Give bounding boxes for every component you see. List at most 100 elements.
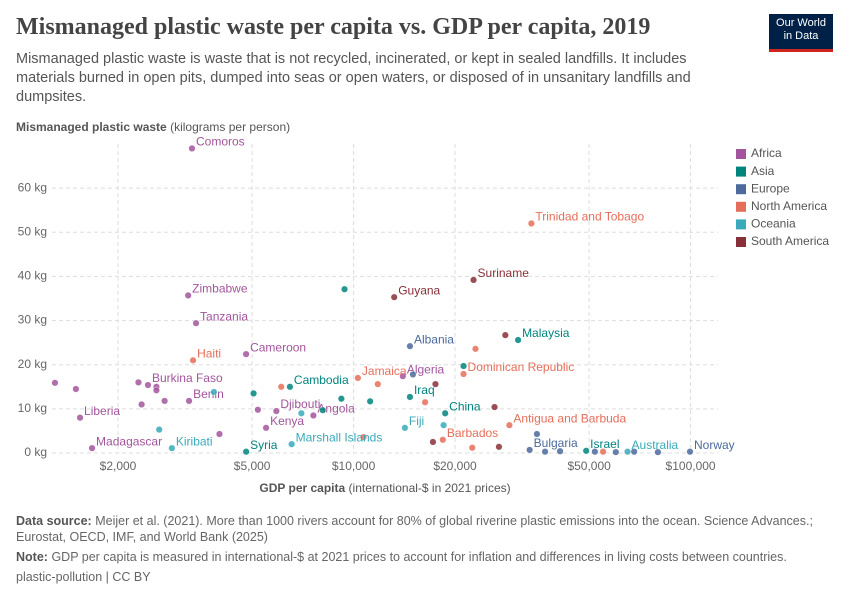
point-label: Kenya [270,414,304,428]
point [556,447,564,455]
point [491,403,499,411]
point-label: Marshall Islands [296,430,383,444]
y-tick-label: 40 kg [18,269,47,283]
point [277,383,285,391]
x-axis-title: GDP per capita (international-$ in 2021 … [259,481,510,495]
point [401,424,409,432]
point [359,433,367,441]
point-label: Guyana [398,283,440,297]
point-label: Malaysia [522,326,570,340]
point [431,380,439,388]
point [242,350,250,358]
legend-label: Europe [751,181,790,195]
point-label: Barbados [447,426,498,440]
point-label: Tanzania [200,309,248,323]
point [188,144,196,152]
point-label: Algeria [407,362,445,376]
point [599,448,607,456]
point [309,411,317,419]
legend-swatch [736,219,746,230]
point-label: Trinidad and Tobago [535,210,644,224]
point [319,406,327,414]
y-tick-label: 0 kg [24,445,47,459]
point-label: Kiribati [176,434,213,448]
point [527,219,535,227]
x-tick-label: $10,000 [332,459,376,473]
y-tick-label: 20 kg [18,357,47,371]
point [366,397,374,405]
point-label: Comoros [196,135,245,149]
point [51,379,59,387]
legend-label: Africa [751,146,782,160]
point-label: Zimbabwe [192,282,248,296]
point-label: Madagascar [96,434,162,448]
y-tick-label: 10 kg [18,401,47,415]
point [374,380,382,388]
point [288,440,296,448]
point [441,409,449,417]
source-label: Data source: [16,514,92,528]
note-label: Note: [16,550,48,564]
point [409,370,417,378]
point-label: Syria [250,438,278,452]
note: Note: GDP per capita is measured in inte… [16,549,816,565]
point [406,342,414,350]
point [185,397,193,405]
point-label: Burkina Faso [152,371,223,385]
point [399,372,407,380]
point [514,336,522,344]
logo[interactable]: Our World in Data [769,14,833,52]
point [215,430,223,438]
point-label: Norway [694,438,735,452]
point [161,397,169,405]
point-label: Fiji [409,414,424,428]
point [591,448,599,456]
point [297,409,305,417]
point [155,426,163,434]
point [272,407,280,415]
point-label: Cambodia [294,373,349,387]
chart-title: Mismanaged plastic waste per capita vs. … [16,14,651,40]
source-text: Meijer et al. (2021). More than 1000 riv… [16,514,813,544]
x-tick-label: $5,000 [234,459,271,473]
point [72,385,80,393]
point [286,383,294,391]
point [654,448,662,456]
legend-label: Asia [751,164,775,178]
point [495,443,503,451]
point [468,444,476,452]
point [134,378,142,386]
point [612,448,620,456]
point-label: Albania [414,332,454,346]
point-label: Suriname [478,266,530,280]
x-axis-label: GDP per capita [259,481,345,495]
legend-label: North America [751,199,827,213]
x-tick-label: $2,000 [100,459,137,473]
legend-swatch [736,149,746,159]
point [189,356,197,364]
logo-line: in Data [783,30,819,42]
source: Data source: Meijer et al. (2021). More … [16,513,816,545]
point [505,421,513,429]
point [354,374,362,382]
point [582,447,590,455]
point [390,293,398,301]
y-axis-title: Mismanaged plastic waste (kilograms per … [16,120,290,134]
point-label: Iraq [414,383,435,397]
logo-line: Our World [776,17,826,29]
point [262,424,270,432]
point-label: Israel [590,437,619,451]
y-axis-unit: (kilograms per person) [170,120,290,134]
point [184,291,192,299]
point [429,438,437,446]
point [471,345,479,353]
point [337,395,345,403]
point [460,362,468,370]
x-tick-label: $100,000 [666,459,716,473]
y-axis-label: Mismanaged plastic waste [16,120,167,134]
point [440,421,448,429]
point [501,331,509,339]
point [210,388,218,396]
point [144,381,152,389]
x-tick-label: $20,000 [433,459,477,473]
